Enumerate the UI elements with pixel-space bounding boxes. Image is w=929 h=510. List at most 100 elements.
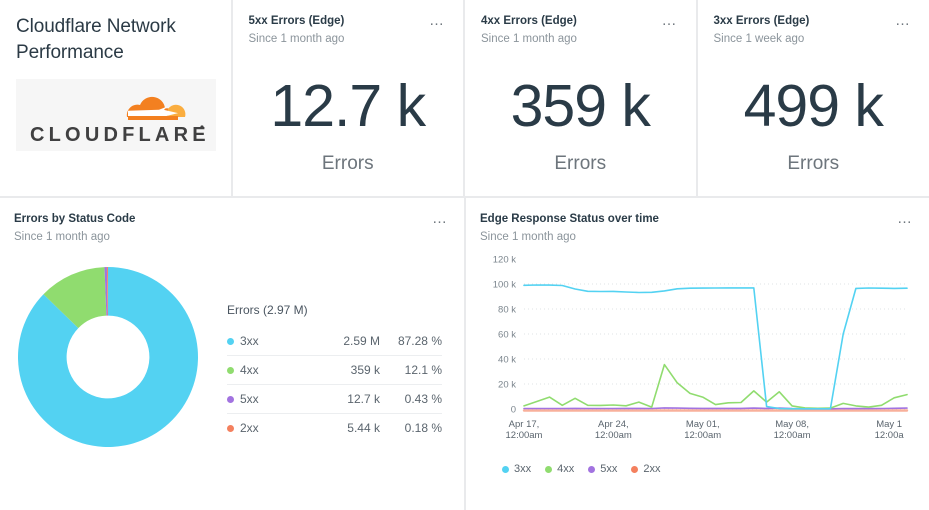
legend-color-dot [227, 367, 234, 375]
billboard-title: 3xx Errors (Edge) [713, 15, 810, 27]
legend-row[interactable]: 2xx 5.44 k 0.18 % [227, 414, 442, 443]
kebab-menu-icon[interactable]: … [661, 12, 678, 29]
billboard-subtitle: Since 1 month ago [248, 33, 345, 45]
dashboard-row-bottom: Errors by Status Code Since 1 month ago … [0, 198, 929, 510]
legend-label: 4xx [240, 363, 259, 377]
cloudflare-logo-svg: CLOUDFLARE [30, 96, 210, 146]
legend-color-dot [545, 465, 553, 473]
billboard-label: Errors [787, 153, 840, 174]
billboard-subtitle: Since 1 month ago [481, 33, 577, 45]
billboard-subtitle: Since 1 week ago [713, 33, 805, 45]
billboard-value: 359 k [510, 73, 651, 139]
legend-color-dot [502, 465, 509, 473]
legend-caption: Errors (2.97 M) [227, 303, 308, 317]
legend-label: 3xx [240, 334, 259, 348]
kebab-menu-icon[interactable]: … [429, 12, 445, 29]
kebab-menu-icon[interactable]: … [895, 12, 911, 29]
panel-subtitle: Since 1 month ago [14, 231, 110, 243]
legend-row[interactable]: 3xx 2.59 M 87.28 % [227, 327, 442, 356]
donut-slice-3xx[interactable] [18, 267, 199, 447]
panel-title: Errors by Status Code [14, 213, 136, 225]
billboard-value: 12.7 k [270, 73, 426, 139]
legend-value: 5.44 k [347, 421, 380, 435]
legend-color-dot [227, 396, 234, 404]
line-series-4xx [523, 363, 908, 410]
billboard-card-3xx: 3xx Errors (Edge) Since 1 week ago … 499… [697, 0, 929, 196]
x-axis-tick-label: May 01, [686, 419, 720, 430]
billboard-titles-4xx: 4xx Errors (Edge) Since 1 month ago [481, 14, 577, 47]
legend-series-name: 2xx [227, 414, 298, 443]
line-chart[interactable]: 120 k 100 k 80 k 60 k 40 k 20 k 0 Apr 17, 12:00a… [480, 251, 915, 457]
legend-row[interactable]: 5xx 12.7 k 0.43 % [227, 384, 442, 414]
billboard-title: 5xx Errors (Edge) [248, 15, 345, 27]
x-axis-tick-label: 12:00am [595, 430, 632, 441]
legend-color-dot [631, 465, 639, 473]
billboard-titles-5xx: 5xx Errors (Edge) Since 1 month ago [249, 14, 345, 47]
legend-percent: 12.1 % [380, 355, 442, 385]
billboard-header-4xx: 4xx Errors (Edge) Since 1 month ago … [481, 12, 680, 47]
legend-value: 12.7 k [297, 384, 380, 414]
line-chart-legend: 3xx 4xx 5xx 2xx [480, 463, 915, 475]
donut-slice-4xx[interactable] [43, 267, 107, 329]
legend-label: 2xx [643, 463, 661, 475]
billboard-header-5xx: 5xx Errors (Edge) Since 1 month ago … [249, 12, 448, 47]
line-legend-item-2xx[interactable]: 2xx [631, 463, 661, 475]
line-series-5xx [523, 407, 908, 410]
donut-chart[interactable] [14, 259, 219, 459]
legend-percent: 0.18 % [404, 421, 442, 435]
billboard-card-5xx: 5xx Errors (Edge) Since 1 month ago … 12… [232, 0, 463, 196]
legend-percent: 0.43 % [380, 384, 442, 414]
billboard-titles-3xx: 3xx Errors (Edge) Since 1 week ago [714, 14, 810, 47]
legend-percent: 87.28 % [380, 327, 442, 356]
y-axis-tick-label: 120 k [493, 255, 516, 266]
donut-panel-header: Errors by Status Code Since 1 month ago … [14, 210, 450, 245]
line-legend-item-4xx[interactable]: 4xx [545, 463, 574, 475]
x-axis-tick-label: Apr 17, [509, 419, 540, 430]
donut-chart-svg [18, 267, 199, 447]
billboard-value: 499 k [743, 73, 884, 139]
kebab-menu-icon[interactable]: … [432, 210, 448, 227]
line-legend-item-3xx[interactable]: 3xx [502, 463, 531, 475]
donut-slice-2xx[interactable] [106, 267, 108, 316]
x-axis-tick-label: 12:00am [774, 430, 811, 441]
line-panel-header: Edge Response Status over time Since 1 m… [480, 210, 915, 245]
donut-legend: Errors (2.97 M) 3xx 2.59 M 87.28 % 4xx 359 k… [219, 259, 450, 459]
legend-row[interactable]: 4xx 359 k 12.1 % [227, 355, 442, 385]
legend-value: 2.59 M [297, 327, 380, 356]
x-axis-tick-label: 12:00a [875, 430, 905, 441]
page-title: Cloudflare Network Performance [16, 16, 176, 63]
donut-body: Errors (2.97 M) 3xx 2.59 M 87.28 % 4xx 359 k… [14, 259, 450, 459]
legend-label: 5xx [240, 392, 259, 406]
billboard-card-4xx: 4xx Errors (Edge) Since 1 month ago … 35… [465, 0, 696, 196]
billboard-label: Errors [554, 153, 607, 174]
billboard-title: 4xx Errors (Edge) [481, 15, 577, 27]
legend-value: 359 k [297, 355, 380, 385]
y-axis-tick-label: 100 k [493, 280, 516, 291]
legend-series-name: 3xx [227, 327, 298, 356]
legend-label: 4xx [557, 463, 575, 475]
donut-slice-5xx[interactable] [104, 267, 108, 316]
x-axis-tick-label: 12:00am [684, 430, 721, 441]
legend-color-dot [227, 425, 234, 433]
legend-series-name: 5xx [227, 384, 298, 414]
donut-panel-titles: Errors by Status Code Since 1 month ago [14, 212, 135, 245]
line-panel-titles: Edge Response Status over time Since 1 m… [480, 212, 659, 245]
legend-color-dot [227, 338, 234, 346]
x-axis-tick-label: May 08, [775, 419, 809, 430]
legend-color-dot [588, 465, 596, 473]
dashboard-row-top: Cloudflare Network Performance CLOUDFLAR… [0, 0, 929, 196]
billboard-label: Errors [321, 153, 374, 174]
line-series-3xx [523, 284, 908, 410]
x-axis-tick-label: May 1 [876, 419, 902, 430]
billboard-header-3xx: 3xx Errors (Edge) Since 1 week ago … [714, 12, 914, 47]
y-axis-tick-label: 60 k [498, 330, 516, 341]
line-legend-item-5xx[interactable]: 5xx [588, 463, 617, 475]
y-axis-tick-label: 40 k [498, 355, 516, 366]
legend-label: 5xx [600, 463, 618, 475]
y-axis-tick-label: 20 k [498, 380, 516, 391]
y-axis-tick-label: 0 [511, 405, 516, 416]
cloudflare-wordmark: CLOUDFLARE [30, 124, 210, 146]
kebab-menu-icon[interactable]: … [897, 210, 913, 227]
